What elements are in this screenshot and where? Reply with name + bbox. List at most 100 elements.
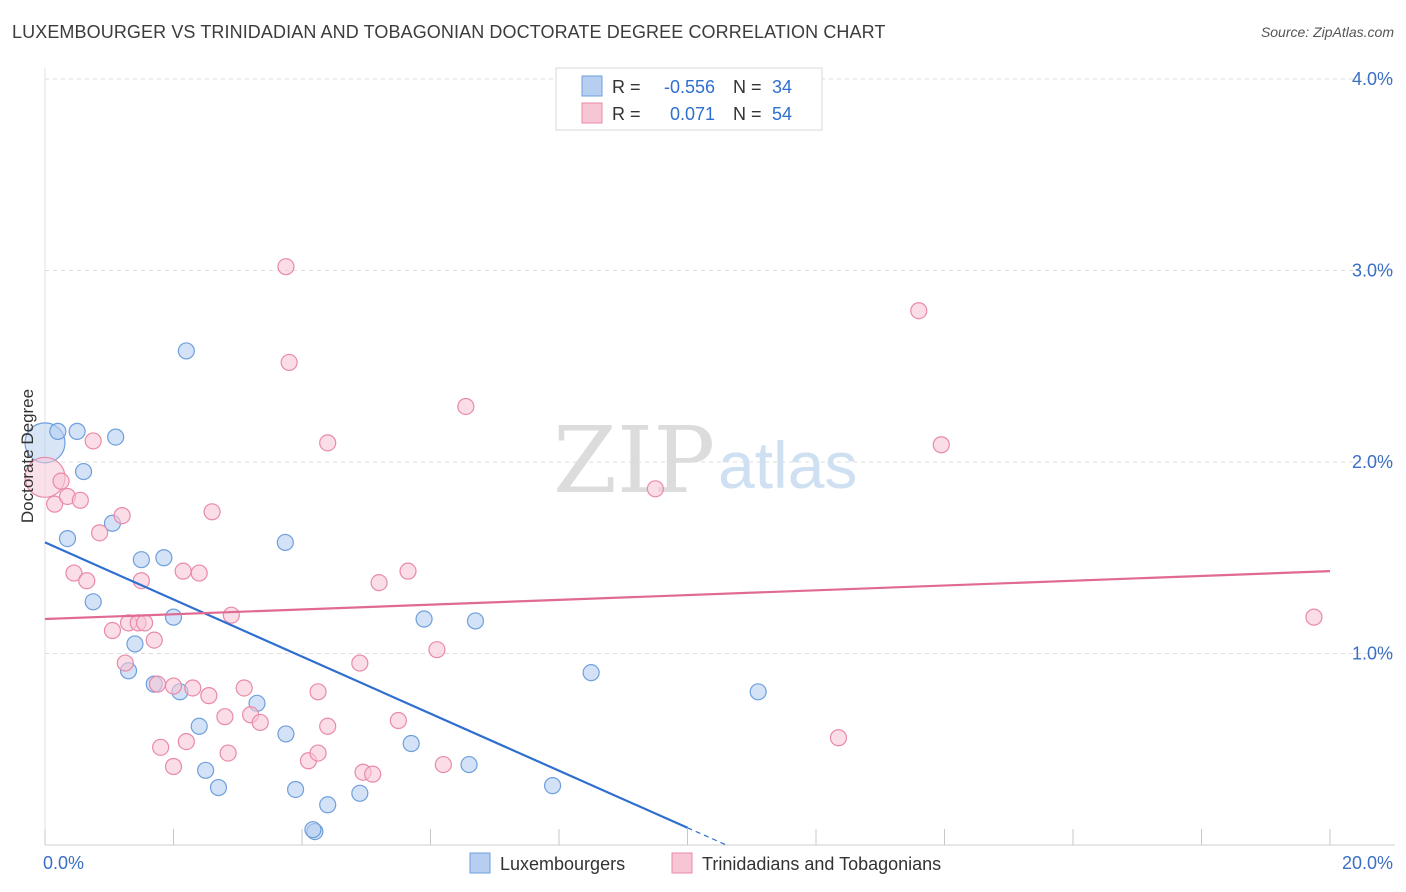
point-trinidadian — [164, 677, 183, 695]
point-luxembourger — [543, 777, 562, 795]
point-trinidadian — [184, 679, 202, 697]
point-trinidadian — [78, 572, 96, 590]
point-luxembourger — [460, 755, 478, 774]
point-luxembourger — [164, 608, 183, 626]
point-luxembourger — [276, 533, 294, 552]
point-luxembourger — [304, 821, 322, 839]
point-luxembourger — [197, 761, 215, 779]
point-luxembourger — [49, 422, 67, 440]
point-luxembourger — [68, 422, 86, 440]
point-trinidadian — [370, 574, 388, 592]
point-trinidadian — [910, 302, 928, 320]
point-trinidadian — [71, 491, 89, 509]
point-luxembourger — [415, 610, 433, 628]
point-trinidadian — [364, 765, 382, 783]
point-trinidadian — [829, 729, 848, 747]
point-trinidadian — [203, 503, 221, 521]
point-luxembourger — [126, 635, 144, 653]
point-luxembourger — [58, 529, 77, 548]
y-tick-label: 2.0% — [1352, 452, 1393, 472]
axis-labels: 1.0% 2.0% 3.0% 4.0% 0.0% 20.0% — [43, 69, 1393, 873]
point-trinidadian — [1305, 608, 1323, 626]
data-points — [24, 258, 1323, 841]
y-tick-label: 4.0% — [1352, 69, 1393, 89]
legend-n-label: N = — [733, 104, 762, 124]
legend-swatch-pink — [581, 102, 603, 124]
point-trinidadian — [457, 397, 475, 416]
legend-swatch-trinidadians — [671, 852, 693, 874]
stats-legend: R = -0.556 N = 34 R = 0.071 N = 54 — [555, 67, 823, 131]
legend-swatch-luxembourgers — [469, 852, 491, 874]
gridlines — [45, 78, 1395, 654]
legend-n-label: N = — [733, 77, 762, 97]
point-trinidadian — [145, 631, 163, 649]
point-trinidadian — [309, 744, 327, 762]
point-trinidadian — [277, 258, 295, 276]
point-trinidadian — [319, 434, 337, 452]
point-trinidadian — [103, 621, 122, 640]
point-luxembourger — [319, 796, 337, 814]
point-luxembourger — [582, 664, 600, 682]
point-trinidadian — [219, 744, 237, 762]
point-luxembourger — [155, 549, 173, 567]
source-label: Source: ZipAtlas.com — [1260, 24, 1394, 40]
watermark-zip: ZIP — [553, 407, 715, 514]
x-tick-label: 20.0% — [1342, 853, 1393, 873]
point-trinidadian — [932, 436, 950, 454]
point-trinidadian — [309, 683, 327, 701]
legend-r-value: 0.071 — [670, 104, 715, 124]
watermark-atlas: atlas — [718, 428, 857, 502]
trend-lines — [44, 541, 1331, 846]
point-luxembourger — [132, 551, 150, 569]
y-axis-title: Doctorate Degree — [18, 389, 37, 523]
y-tick-label: 3.0% — [1352, 261, 1393, 281]
legend-r-label: R = — [612, 77, 641, 97]
trend-line-luxembourgers — [44, 541, 688, 829]
legend-r-value: -0.556 — [664, 77, 715, 97]
y-tick-label: 1.0% — [1352, 644, 1393, 664]
point-luxembourger — [74, 462, 93, 481]
point-trinidadian — [280, 353, 298, 372]
legend-n-value: 34 — [772, 77, 792, 97]
point-trinidadian — [319, 717, 337, 735]
legend-label-trinidadians: Trinidadians and Tobagonians — [702, 854, 941, 874]
trend-line-luxembourgers-extension — [687, 827, 727, 846]
point-trinidadian — [46, 495, 64, 513]
point-luxembourger — [402, 734, 420, 753]
point-luxembourger — [466, 612, 485, 630]
point-trinidadian — [164, 757, 183, 776]
point-trinidadian — [116, 654, 134, 672]
point-luxembourger — [749, 683, 767, 701]
point-trinidadian — [428, 641, 446, 659]
legend-swatch-blue — [581, 75, 603, 97]
point-trinidadian — [135, 614, 154, 632]
point-trinidadian — [434, 755, 452, 774]
point-trinidadian — [235, 679, 253, 697]
point-trinidadian — [84, 432, 102, 450]
point-trinidadian — [65, 564, 83, 582]
point-trinidadian — [190, 564, 208, 582]
point-luxembourger — [177, 342, 195, 360]
point-trinidadian — [389, 711, 407, 730]
point-trinidadian — [113, 507, 131, 525]
point-trinidadian — [646, 480, 664, 498]
point-trinidadian — [351, 654, 369, 672]
legend-label-luxembourgers: Luxembourgers — [500, 854, 625, 874]
chart-title: LUXEMBOURGER VS TRINIDADIAN AND TOBAGONI… — [12, 22, 886, 42]
point-trinidadian — [148, 675, 167, 693]
x-tick-label: 0.0% — [43, 853, 84, 873]
point-luxembourger — [277, 725, 295, 743]
point-luxembourger — [209, 778, 228, 797]
legend-n-value: 54 — [772, 104, 792, 124]
point-trinidadian — [216, 708, 234, 726]
point-trinidadian — [399, 562, 417, 580]
point-luxembourger — [351, 784, 369, 802]
point-trinidadian — [177, 732, 195, 751]
legend-r-label: R = — [612, 104, 641, 124]
point-trinidadian — [91, 524, 109, 542]
point-luxembourger — [84, 593, 102, 611]
series-legend: Luxembourgers Trinidadians and Tobagonia… — [469, 852, 941, 874]
point-luxembourger — [286, 780, 305, 799]
trend-line-trinidadians — [44, 570, 1331, 621]
